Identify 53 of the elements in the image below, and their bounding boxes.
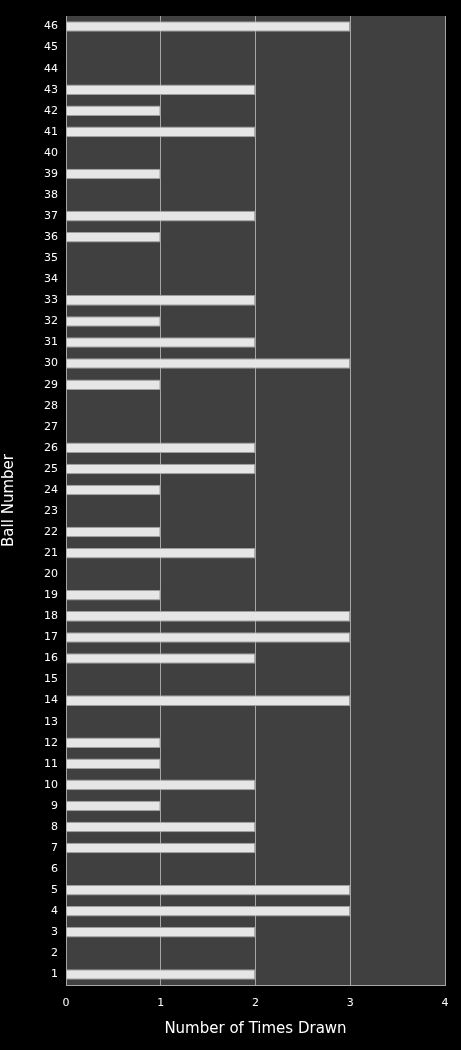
y-tick-label: 39 [44, 166, 58, 180]
y-tick-label: 9 [51, 798, 58, 812]
y-tick-label: 11 [44, 756, 58, 770]
y-tick-label: 1 [51, 967, 58, 981]
x-tick-label: 3 [346, 996, 354, 1010]
y-tick-label: 36 [44, 230, 58, 244]
y-tick-label: 15 [44, 672, 58, 686]
y-tick-label: 18 [44, 609, 58, 623]
y-tick-label: 31 [44, 335, 58, 349]
y-tick-label: 3 [51, 925, 58, 939]
y-tick-label: 8 [51, 819, 58, 833]
y-tick-label: 16 [44, 651, 58, 665]
y-tick-label: 46 [44, 19, 58, 33]
y-tick-label: 23 [44, 503, 58, 517]
y-tick-label: 41 [44, 124, 58, 138]
x-tick-label: 2 [252, 996, 259, 1010]
y-tick-label: 44 [44, 61, 58, 75]
y-tick-label: 27 [44, 419, 58, 433]
x-tick-label: 1 [157, 996, 165, 1010]
y-tick-label: 4 [51, 904, 58, 918]
y-tick-label: 10 [44, 777, 58, 791]
y-tick-label: 6 [51, 862, 58, 875]
y-tick-label: 19 [44, 588, 58, 602]
y-tick-label: 2 [51, 946, 58, 960]
y-tick-label: 24 [44, 482, 58, 496]
y-tick-label: 5 [51, 883, 58, 897]
y-tick-label: 42 [44, 103, 58, 117]
y-tick-label: 22 [44, 524, 58, 538]
y-tick-label: 40 [44, 145, 58, 159]
y-tick-label: 28 [44, 398, 58, 412]
y-tick-label: 33 [44, 293, 58, 307]
y-axis-title: Ball Number [0, 453, 17, 547]
y-tick-label: 13 [44, 714, 58, 728]
x-axis-title: Number of Times Drawn [164, 1018, 347, 1037]
y-tick-label: 29 [44, 377, 58, 391]
y-tick-label: 35 [44, 251, 58, 265]
y-tick-label: 17 [44, 630, 58, 644]
y-tick-label: 20 [44, 567, 58, 581]
y-tick-label: 26 [44, 440, 58, 454]
y-tick-label: 34 [44, 272, 58, 286]
y-tick-label: 32 [44, 314, 58, 328]
y-tick-label: 30 [44, 356, 58, 370]
y-tick-label: 12 [44, 735, 58, 749]
y-tick-label: 37 [44, 208, 58, 222]
x-tick-label: 4 [441, 996, 449, 1010]
y-tick-label: 14 [44, 693, 58, 707]
y-tick-label: 21 [44, 546, 58, 560]
y-tick-label: 38 [44, 187, 58, 201]
y-tick-label: 45 [44, 40, 58, 54]
y-tick-label: 43 [44, 82, 58, 96]
y-tick-label: 7 [51, 840, 58, 854]
y-tick-label: 25 [44, 461, 58, 475]
x-tick-label: 0 [62, 996, 70, 1010]
